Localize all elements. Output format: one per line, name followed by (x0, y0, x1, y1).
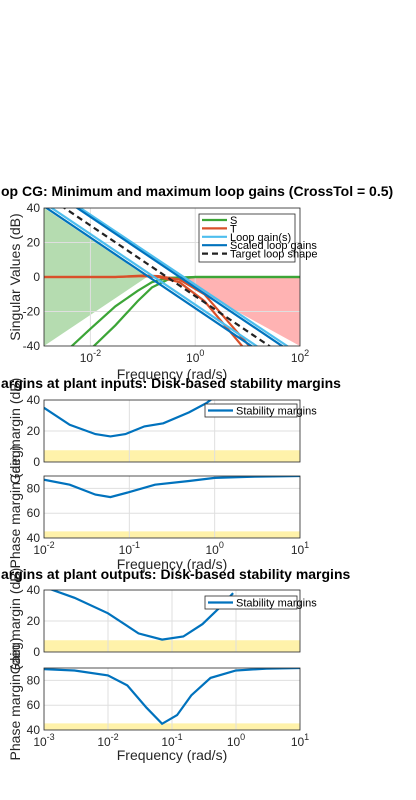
chart-panel-2: 0 20 40 argins at plant inputs: Disk-based … (1, 375, 341, 484)
x-tick-label: 100 (227, 732, 245, 749)
x-tick-label: 10-3 (33, 732, 54, 749)
y-tick-label: 80 (27, 673, 41, 687)
chart-title: op CG: Minimum and maximum loop gains (C… (1, 183, 393, 199)
chart-title: argins at plant inputs: Disk-based stabi… (1, 375, 341, 391)
legend: Stability margins (204, 403, 317, 418)
y-tick-label: 80 (27, 481, 41, 495)
axes-box (43, 399, 301, 463)
y-tick-label: 0 (33, 270, 40, 284)
y-tick-label: -40 (23, 339, 41, 353)
series-line-9 (62, 208, 272, 346)
legend-label: Stability margins (236, 406, 317, 418)
y-tick-label: -20 (23, 305, 41, 319)
y-tick-label: 40 (27, 531, 41, 545)
y-tick-label: 40 (27, 201, 41, 215)
y-tick-label: 40 (27, 583, 41, 597)
legend-label: Stability margins (236, 598, 317, 610)
legend-label: S (230, 215, 237, 227)
y-tick-label: 60 (27, 506, 41, 520)
y-tick-label: 20 (27, 614, 41, 628)
series-line-5 (49, 208, 259, 346)
x-tick-label: 101 (291, 732, 309, 749)
series-line-1 (44, 476, 300, 499)
chart-title: argins at plant outputs: Disk-based stab… (1, 566, 350, 582)
y-axis-label: Singular Values (dB) (7, 213, 23, 340)
shaded-region-1 (44, 450, 300, 462)
chart-panel-3: 40 60 80 10-2 10-1 100 101 Frequency (rad/s) Pha… (7, 446, 309, 572)
x-tick-label: 100 (205, 540, 223, 557)
x-axis-label: Frequency (rad/s) (117, 556, 227, 572)
axes-box (43, 475, 301, 539)
y-tick-label: 0 (33, 455, 40, 469)
x-tick-label: 10-1 (119, 540, 140, 557)
y-tick-label: 40 (27, 393, 41, 407)
axes-box (43, 667, 301, 731)
series-line-8 (75, 208, 285, 346)
y-tick-label: 0 (33, 645, 40, 659)
x-tick-label: 100 (186, 348, 204, 365)
axes-box (43, 589, 301, 653)
legend-label: Scaled loop gains (230, 240, 317, 252)
legend-label: Target loop shape (230, 249, 317, 261)
axes-box (43, 207, 301, 347)
y-axis-label: Gain margin (dB) (7, 568, 23, 675)
y-tick-label: 20 (27, 236, 41, 250)
x-tick-label: 10-2 (97, 732, 118, 749)
plot-area (44, 476, 300, 538)
legend-label: T (230, 223, 237, 235)
shaded-region-1 (44, 531, 300, 538)
legend-label: Loop gain(s) (230, 232, 291, 244)
x-axis-label: Frequency (rad/s) (117, 366, 227, 382)
y-tick-label: 60 (27, 698, 41, 712)
x-tick-label: 101 (291, 540, 309, 557)
series-line-1 (49, 590, 234, 641)
series-line-2 (92, 275, 300, 346)
y-axis-label: Gain margin (dB) (7, 378, 23, 485)
y-axis-label: Phase margin (deg) (7, 446, 23, 569)
x-tick-label: 10-2 (33, 540, 54, 557)
y-tick-label: 20 (27, 424, 41, 438)
y-tick-label: 40 (27, 723, 41, 737)
y-axis-label: Phase margin (deg) (7, 638, 23, 761)
x-tick-label: 10-2 (80, 348, 101, 365)
series-line-1 (44, 400, 213, 438)
series-line-1 (44, 668, 300, 726)
chart-panel-1: -40 -20 0 20 40 10-2 100 102 op CG: Minimum and … (1, 183, 393, 382)
legend: Stability margins (204, 595, 317, 610)
x-axis-label: Frequency (rad/s) (117, 747, 227, 763)
series-line-6 (78, 208, 290, 346)
x-tick-label: 102 (291, 348, 309, 365)
series-line-7 (44, 208, 254, 346)
